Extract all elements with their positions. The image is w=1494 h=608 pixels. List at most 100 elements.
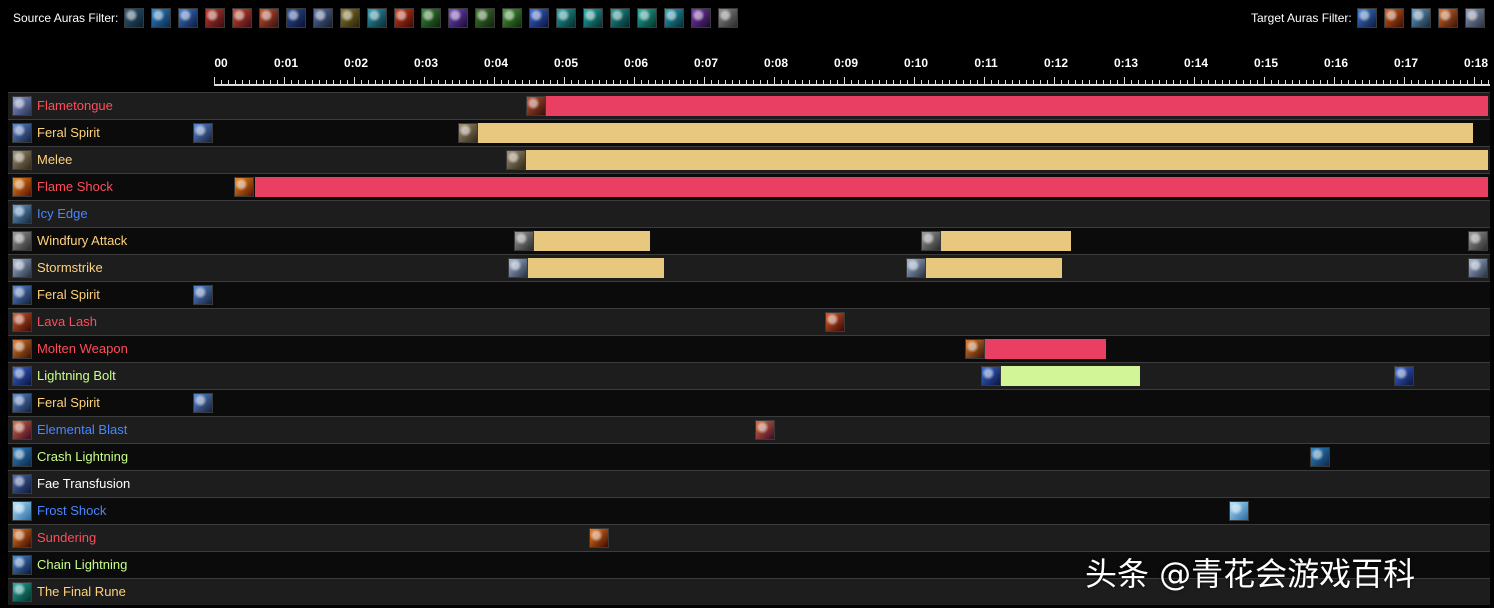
timeline-row[interactable]: Flame Shock — [8, 173, 1490, 200]
timeline-row[interactable]: Molten Weapon — [8, 335, 1490, 362]
ability-name[interactable]: Elemental Blast — [37, 422, 128, 437]
lava-lash-cast-icon[interactable] — [825, 312, 846, 332]
ability-name[interactable]: Feral Spirit — [37, 125, 100, 140]
timeline-row[interactable]: Sundering — [8, 524, 1490, 551]
teal-spiral-icon[interactable] — [556, 8, 576, 28]
ability-name[interactable]: Icy Edge — [37, 206, 88, 221]
wind-icon[interactable] — [367, 8, 387, 28]
buff-duration-bar[interactable] — [1000, 366, 1141, 386]
timeline-row[interactable]: Lightning Bolt — [8, 362, 1490, 389]
ability-name[interactable]: Flametongue — [37, 98, 113, 113]
timeline-row[interactable]: Feral Spirit — [8, 119, 1490, 146]
ability-name[interactable]: Feral Spirit — [37, 287, 100, 302]
timeline-row[interactable]: Fae Transfusion — [8, 470, 1490, 497]
flame-swirl-icon[interactable] — [205, 8, 225, 28]
wolf-cast-icon[interactable] — [457, 123, 478, 143]
ability-name[interactable]: Chain Lightning — [37, 557, 128, 572]
minor-tick — [1005, 80, 1006, 84]
teal-spiral-icon[interactable] — [583, 8, 603, 28]
green-totem-icon[interactable] — [475, 8, 495, 28]
flame-swirl-icon[interactable] — [259, 8, 279, 28]
earth-icon[interactable] — [340, 8, 360, 28]
buff-duration-bar[interactable] — [254, 177, 1488, 197]
elemental-blast-cast-icon[interactable] — [755, 420, 776, 440]
ability-name[interactable]: Lightning Bolt — [37, 368, 116, 383]
crash-lightning-cast-icon[interactable] — [1309, 447, 1330, 467]
lightning-bolt-cast-icon[interactable] — [980, 366, 1001, 386]
ability-name[interactable]: Stormstrike — [37, 260, 103, 275]
timeline-row[interactable]: Chain Lightning — [8, 551, 1490, 578]
wolf-icon[interactable] — [313, 8, 333, 28]
minor-tick — [732, 80, 733, 84]
timeline-row[interactable]: Feral Spirit — [8, 389, 1490, 416]
timeline-row[interactable]: Crash Lightning — [8, 443, 1490, 470]
molten-weapon-cast-icon[interactable] — [965, 339, 986, 359]
feral-spirit-cast-icon[interactable] — [193, 393, 213, 413]
ability-name[interactable]: Sundering — [37, 530, 97, 545]
teal-feather-icon[interactable] — [664, 8, 684, 28]
flame-swirl-icon[interactable] — [232, 8, 252, 28]
timeline-row[interactable]: Icy Edge — [8, 200, 1490, 227]
stormstrike-cast-icon[interactable] — [905, 258, 926, 278]
frost-orb-icon[interactable] — [124, 8, 144, 28]
sundering-cast-icon[interactable] — [588, 528, 609, 548]
feral-spirit-cast-icon[interactable] — [193, 285, 213, 305]
flame-shock-icon[interactable] — [1384, 8, 1404, 28]
buff-duration-bar[interactable] — [533, 231, 651, 251]
icy-edge-icon[interactable] — [1411, 8, 1431, 28]
windfury-cast-icon[interactable] — [1468, 231, 1488, 251]
feral-spirit-cast-icon[interactable] — [193, 123, 213, 143]
buff-duration-bar[interactable] — [528, 258, 665, 278]
timeline-row[interactable]: Feral Spirit — [8, 281, 1490, 308]
melee-cast-icon[interactable] — [505, 150, 526, 170]
ability-name[interactable]: Windfury Attack — [37, 233, 128, 248]
buff-duration-bar[interactable] — [925, 258, 1062, 278]
green-bolt-icon[interactable] — [502, 8, 522, 28]
timeline-row[interactable]: Lava Lash — [8, 308, 1490, 335]
ability-name[interactable]: Lava Lash — [37, 314, 97, 329]
crash-lightning-icon[interactable] — [151, 8, 171, 28]
flame-shock-cast-icon[interactable] — [234, 177, 255, 197]
lightning-bolt-icon[interactable] — [1357, 8, 1377, 28]
stormstrike-cast-icon[interactable] — [508, 258, 528, 278]
stormstrike-cast-icon[interactable] — [1468, 258, 1488, 278]
buff-duration-bar[interactable] — [477, 123, 1474, 143]
timeline-row[interactable]: Melee — [8, 146, 1490, 173]
timeline-row[interactable]: Flametongue — [8, 92, 1490, 119]
storm-icon[interactable] — [286, 8, 306, 28]
ability-name[interactable]: Feral Spirit — [37, 395, 100, 410]
ability-name[interactable]: The Final Rune — [37, 584, 126, 599]
teal-feather-icon[interactable] — [637, 8, 657, 28]
minor-tick — [1432, 80, 1433, 84]
frost-shock-cast-icon[interactable] — [1229, 501, 1249, 521]
timeline-row[interactable]: Elemental Blast — [8, 416, 1490, 443]
timeline-row[interactable]: Frost Shock — [8, 497, 1490, 524]
buff-duration-bar[interactable] — [940, 231, 1071, 251]
teal-spiral-icon[interactable] — [610, 8, 630, 28]
lightning-bolt-cast-icon[interactable] — [1394, 366, 1415, 386]
ability-name[interactable]: Crash Lightning — [37, 449, 129, 464]
arcane-icon[interactable] — [448, 8, 468, 28]
timeline-row[interactable]: Stormstrike — [8, 254, 1490, 281]
windfury-cast-icon[interactable] — [513, 231, 534, 251]
blue-bolt-icon[interactable] — [178, 8, 198, 28]
lightning-bolt-icon[interactable] — [529, 8, 549, 28]
ability-name[interactable]: Melee — [37, 152, 73, 167]
buff-duration-bar[interactable] — [985, 339, 1107, 359]
nature-icon[interactable] — [421, 8, 441, 28]
timeline-row[interactable]: The Final Rune — [8, 578, 1490, 605]
flametongue-cast-icon[interactable] — [525, 96, 546, 116]
purple-rune-icon[interactable] — [691, 8, 711, 28]
buff-duration-bar[interactable] — [526, 150, 1488, 170]
ability-name[interactable]: Molten Weapon — [37, 341, 128, 356]
windfury-cast-icon[interactable] — [921, 231, 941, 251]
buff-duration-bar[interactable] — [545, 96, 1488, 116]
ability-name[interactable]: Frost Shock — [37, 503, 107, 518]
molten-weapon-icon[interactable] — [1438, 8, 1458, 28]
ability-name[interactable]: Flame Shock — [37, 179, 113, 194]
flame-shock-icon[interactable] — [394, 8, 414, 28]
frost-orb-icon[interactable] — [1465, 8, 1485, 28]
ability-name[interactable]: Fae Transfusion — [37, 476, 131, 491]
timeline-row[interactable]: Windfury Attack — [8, 227, 1490, 254]
windfury-icon[interactable] — [718, 8, 738, 28]
